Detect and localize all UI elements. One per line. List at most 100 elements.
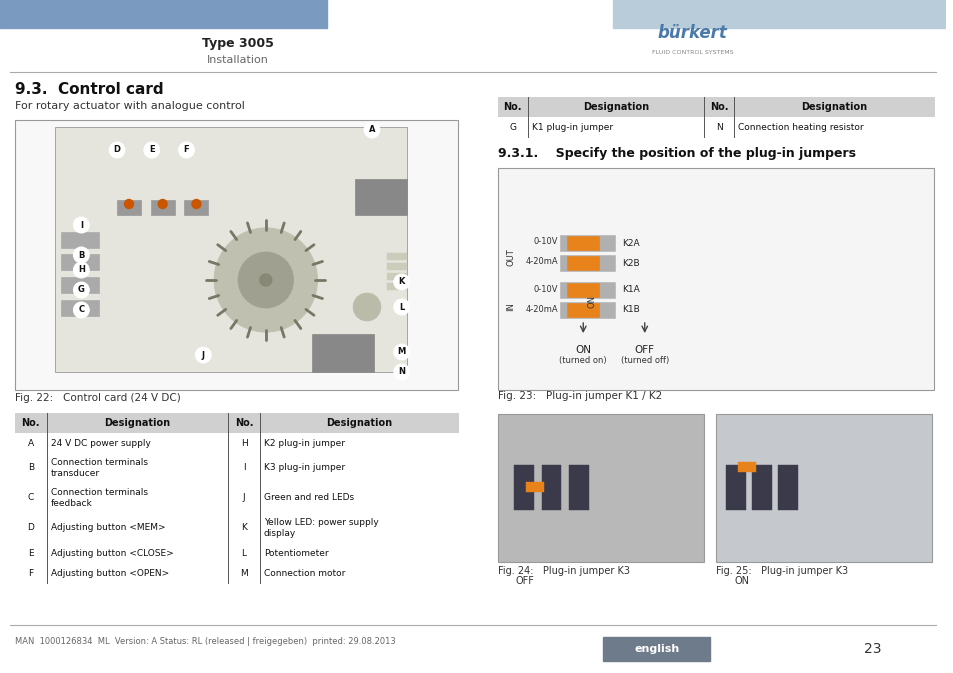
Text: english: english xyxy=(634,644,679,654)
Circle shape xyxy=(214,228,317,332)
Text: Adjusting button <CLOSE>: Adjusting button <CLOSE> xyxy=(51,548,173,557)
Text: I: I xyxy=(242,464,245,472)
Text: C: C xyxy=(78,306,84,314)
Circle shape xyxy=(394,364,409,380)
Text: Connection terminals
feedback: Connection terminals feedback xyxy=(51,489,148,507)
Bar xyxy=(54,127,406,372)
Circle shape xyxy=(394,299,409,315)
Text: Designation: Designation xyxy=(104,418,171,428)
Bar xyxy=(15,543,457,563)
Bar xyxy=(541,465,561,510)
Text: E: E xyxy=(28,548,33,557)
Text: OFF: OFF xyxy=(634,345,654,355)
Bar xyxy=(15,433,457,453)
Bar xyxy=(497,168,933,390)
Bar xyxy=(355,179,406,215)
Bar xyxy=(117,200,141,215)
Text: K1B: K1B xyxy=(621,306,639,314)
Text: Connection heating resistor: Connection heating resistor xyxy=(738,122,862,131)
Text: G: G xyxy=(509,122,516,131)
Text: Fig. 24:   Plug-in jumper K3: Fig. 24: Plug-in jumper K3 xyxy=(497,566,629,576)
Text: H: H xyxy=(78,266,85,275)
Circle shape xyxy=(73,217,90,233)
Text: 24 V DC power supply: 24 V DC power supply xyxy=(51,439,151,448)
Text: Connection terminals
transducer: Connection terminals transducer xyxy=(51,458,148,478)
Text: Adjusting button <MEM>: Adjusting button <MEM> xyxy=(51,524,165,532)
Bar xyxy=(61,232,99,248)
Text: G: G xyxy=(78,285,85,295)
Text: K: K xyxy=(398,277,404,287)
Circle shape xyxy=(195,347,211,363)
Text: 4-20mA: 4-20mA xyxy=(525,258,558,267)
Text: Yellow LED: power supply
display: Yellow LED: power supply display xyxy=(264,518,378,538)
Text: No.: No. xyxy=(22,418,40,428)
Bar xyxy=(61,254,99,270)
Text: N: N xyxy=(715,122,721,131)
Bar xyxy=(15,483,457,513)
Text: ON: ON xyxy=(733,576,748,586)
Bar xyxy=(15,120,457,390)
Text: K1A: K1A xyxy=(621,285,639,295)
Bar xyxy=(497,117,933,137)
Text: No.: No. xyxy=(234,418,253,428)
Text: 4-20mA: 4-20mA xyxy=(525,304,558,314)
Circle shape xyxy=(192,199,201,209)
Bar xyxy=(15,413,457,583)
Text: Potentiometer: Potentiometer xyxy=(264,548,328,557)
Bar xyxy=(716,414,931,562)
Text: K: K xyxy=(241,524,247,532)
Text: Fig. 23:   Plug-in jumper K1 / K2: Fig. 23: Plug-in jumper K1 / K2 xyxy=(497,391,661,401)
Text: FLUID CONTROL SYSTEMS: FLUID CONTROL SYSTEMS xyxy=(651,50,732,55)
Text: K2 plug-in jumper: K2 plug-in jumper xyxy=(264,439,344,448)
Text: C: C xyxy=(28,493,34,503)
Bar xyxy=(184,200,208,215)
Text: L: L xyxy=(241,548,246,557)
Text: Fig. 25:   Plug-in jumper K3: Fig. 25: Plug-in jumper K3 xyxy=(716,566,847,576)
Bar xyxy=(387,263,406,270)
Text: D: D xyxy=(28,524,34,532)
Bar xyxy=(738,462,755,472)
Bar xyxy=(61,300,99,316)
Circle shape xyxy=(394,344,409,360)
Bar xyxy=(497,97,933,117)
Text: (turned on): (turned on) xyxy=(558,357,606,365)
Bar xyxy=(725,465,745,510)
Bar xyxy=(567,303,598,317)
Text: Type 3005: Type 3005 xyxy=(202,38,274,50)
Text: (turned off): (turned off) xyxy=(620,357,668,365)
Bar xyxy=(61,277,99,293)
Bar xyxy=(569,465,589,510)
Circle shape xyxy=(109,142,125,158)
Circle shape xyxy=(238,252,294,308)
Bar xyxy=(387,283,406,290)
Circle shape xyxy=(73,247,90,263)
Text: Designation: Designation xyxy=(326,418,392,428)
Text: J: J xyxy=(202,351,205,359)
Text: Adjusting button <OPEN>: Adjusting button <OPEN> xyxy=(51,569,169,577)
Text: MAN  1000126834  ML  Version: A Status: RL (released | freigegeben)  printed: 29: MAN 1000126834 ML Version: A Status: RL … xyxy=(15,637,395,645)
Bar xyxy=(559,282,615,298)
Bar xyxy=(777,465,797,510)
Bar xyxy=(15,413,457,433)
Text: B: B xyxy=(78,250,85,260)
Text: For rotary actuator with analogue control: For rotary actuator with analogue contro… xyxy=(15,101,245,111)
Text: 9.3.1.    Specify the position of the plug-in jumpers: 9.3.1. Specify the position of the plug-… xyxy=(497,147,855,160)
Circle shape xyxy=(259,274,272,286)
Bar xyxy=(559,255,615,271)
Text: 23: 23 xyxy=(863,642,881,656)
Text: F: F xyxy=(184,145,189,155)
Bar xyxy=(387,253,406,260)
Circle shape xyxy=(73,302,90,318)
Circle shape xyxy=(73,282,90,298)
Text: ON: ON xyxy=(587,295,596,308)
Text: Fig. 22:   Control card (24 V DC): Fig. 22: Control card (24 V DC) xyxy=(15,393,180,403)
Text: 0-10V: 0-10V xyxy=(534,238,558,246)
Text: M: M xyxy=(240,569,248,577)
Text: N: N xyxy=(397,367,405,376)
Bar xyxy=(602,637,709,661)
Text: OFF: OFF xyxy=(516,576,534,586)
Circle shape xyxy=(124,199,133,209)
Circle shape xyxy=(364,122,379,138)
Text: H: H xyxy=(240,439,247,448)
Text: bürkert: bürkert xyxy=(657,24,726,42)
